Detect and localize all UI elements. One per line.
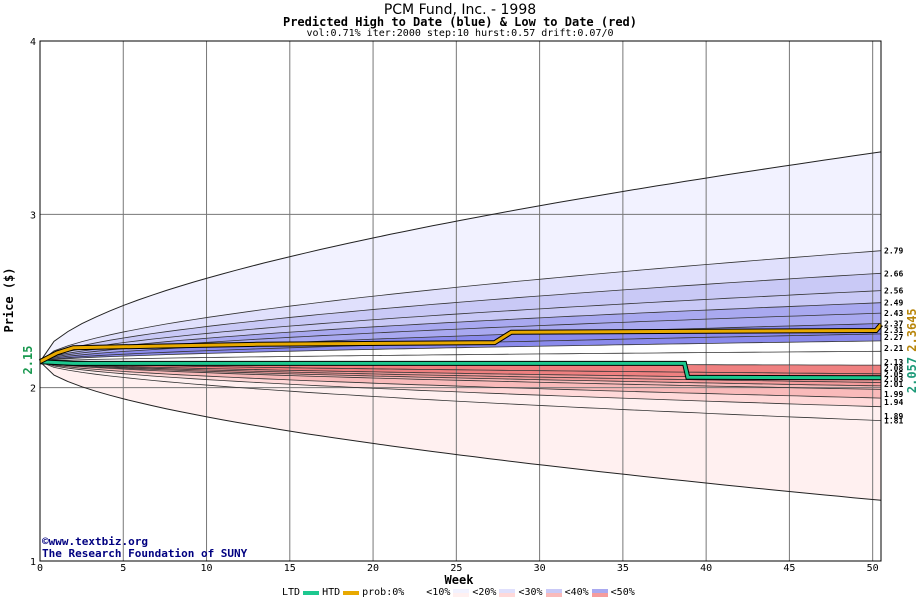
lower-prob-band bbox=[40, 361, 881, 407]
lower-prob-band bbox=[40, 361, 881, 399]
x-tick-label: 35 bbox=[617, 563, 629, 574]
band-value-label: 2.21 bbox=[884, 344, 903, 353]
band-value-label: 2.27 bbox=[884, 333, 903, 342]
legend-bin-swatch bbox=[545, 588, 562, 597]
htd-final-label: 2.3645 bbox=[905, 308, 919, 351]
quantile-curve bbox=[39, 302, 882, 363]
upper-prob-band bbox=[40, 250, 881, 362]
axis-ticks: 0 5 10 15 20 25 30 35 40 45 50 1 2 3 4 bbox=[30, 37, 879, 574]
band-value-label: 2.37 bbox=[884, 320, 903, 329]
x-tick-label: 10 bbox=[201, 563, 213, 574]
band-value-label: 2.13 bbox=[884, 358, 903, 367]
y-tick-label: 3 bbox=[30, 210, 36, 221]
legend-htd-label: HTD bbox=[322, 587, 341, 598]
x-tick-label: 15 bbox=[284, 563, 296, 574]
quantile-curve bbox=[39, 361, 882, 421]
htd-ltd-paths bbox=[38, 322, 883, 381]
y-tick-label: 1 bbox=[30, 557, 36, 568]
y-tick-label: 4 bbox=[30, 37, 36, 48]
upper-prob-band bbox=[40, 333, 881, 362]
quantile-curve bbox=[39, 290, 882, 363]
band-value-label: 2.08 bbox=[884, 364, 903, 373]
simulation-params: vol:0.71% iter:2000 step:10 hurst:0.57 d… bbox=[306, 28, 614, 39]
legend-bin-swatch bbox=[453, 588, 470, 597]
legend-ltd-label: LTD bbox=[282, 587, 301, 598]
ltd-final-label: 2.057 bbox=[905, 357, 919, 393]
y-axis-label: Price ($) bbox=[2, 267, 16, 332]
start-price-label: 2.15 bbox=[21, 346, 35, 375]
band-boundaries bbox=[39, 151, 882, 501]
chart-title: PCM Fund, Inc. - 1998 bbox=[383, 2, 537, 18]
upper-prob-band bbox=[40, 302, 881, 362]
quantile-curve bbox=[39, 361, 882, 387]
x-tick-label: 20 bbox=[367, 563, 379, 574]
lower-prob-band bbox=[40, 361, 881, 383]
band-value-label: 2.03 bbox=[884, 375, 903, 384]
legend-bin-swatch bbox=[591, 588, 608, 597]
quantile-curve bbox=[39, 151, 882, 362]
quantile-curve bbox=[39, 361, 882, 375]
legend-bin-label: <40% bbox=[564, 587, 589, 598]
upper-prob-band bbox=[40, 273, 881, 362]
band-value-label: 2.79 bbox=[884, 247, 903, 256]
upper-prob-band bbox=[40, 313, 881, 362]
lower-prob-band bbox=[40, 361, 881, 501]
credit-org: The Research Foundation of SUNY bbox=[42, 547, 248, 560]
probability-bands bbox=[40, 151, 881, 501]
quantile-curve bbox=[39, 361, 882, 399]
lower-prob-band bbox=[40, 361, 881, 386]
band-value-label: 2.49 bbox=[884, 299, 903, 308]
x-tick-label: 25 bbox=[450, 563, 462, 574]
plot-frame bbox=[39, 40, 882, 562]
band-value-label: 1.81 bbox=[884, 417, 903, 426]
quantile-curve bbox=[39, 340, 882, 363]
quantile-curve bbox=[39, 361, 882, 390]
quantile-curve bbox=[39, 361, 882, 408]
upper-prob-band bbox=[40, 290, 881, 362]
quantile-curve bbox=[39, 361, 882, 501]
quantile-curve bbox=[39, 361, 882, 383]
legend-htd-swatch bbox=[343, 590, 360, 595]
x-tick-label: 5 bbox=[120, 563, 126, 574]
x-tick-label: 0 bbox=[37, 563, 43, 574]
x-tick-label: 30 bbox=[534, 563, 546, 574]
legend-prob-label: prob:0% bbox=[362, 587, 405, 598]
band-value-label: 2.05 bbox=[884, 370, 903, 379]
band-value-label: 2.01 bbox=[884, 380, 903, 389]
upper-prob-band bbox=[40, 151, 881, 362]
legend-ltd-swatch bbox=[303, 590, 320, 595]
ltd-line bbox=[39, 360, 882, 380]
x-tick-label: 45 bbox=[783, 563, 795, 574]
credit-url: ©www.textbiz.org bbox=[42, 535, 148, 548]
legend-bin-label: <30% bbox=[518, 587, 543, 598]
upper-prob-band bbox=[40, 340, 881, 362]
legend-bin-label: <20% bbox=[472, 587, 497, 598]
quantile-curve bbox=[39, 272, 882, 363]
legend: LTD HTD prob:0% <10% <20% <30% <40% <50% bbox=[282, 587, 635, 598]
legend-bin-swatch bbox=[407, 588, 424, 597]
legend-bin-label: <10% bbox=[426, 587, 451, 598]
lower-prob-band bbox=[40, 361, 881, 379]
band-value-label: 2.43 bbox=[884, 309, 903, 318]
band-value-label: 1.99 bbox=[884, 390, 903, 399]
band-value-label: 1.89 bbox=[884, 412, 903, 421]
quantile-curve bbox=[39, 250, 882, 363]
band-value-label: 2.66 bbox=[884, 269, 903, 278]
band-value-labels: 2.79 2.66 2.56 2.492.43 2.372.312.27 2.21 2.13… bbox=[884, 247, 903, 426]
x-tick-label: 50 bbox=[867, 563, 879, 574]
band-value-label: 2.31 bbox=[884, 326, 903, 335]
band-value-label: 1.94 bbox=[884, 398, 903, 407]
x-tick-label: 40 bbox=[700, 563, 712, 574]
lower-prob-band bbox=[40, 361, 881, 421]
chart-subtitle: Predicted High to Date (blue) & Low to D… bbox=[282, 15, 637, 29]
legend-bin-swatch bbox=[499, 588, 516, 597]
y-tick-label: 2 bbox=[30, 384, 36, 395]
x-axis-label: Week bbox=[445, 573, 475, 587]
htd-line bbox=[39, 323, 883, 364]
quantile-curve bbox=[39, 350, 882, 363]
band-value-label: 2.56 bbox=[884, 287, 903, 296]
legend-bin-label: <50% bbox=[610, 587, 635, 598]
